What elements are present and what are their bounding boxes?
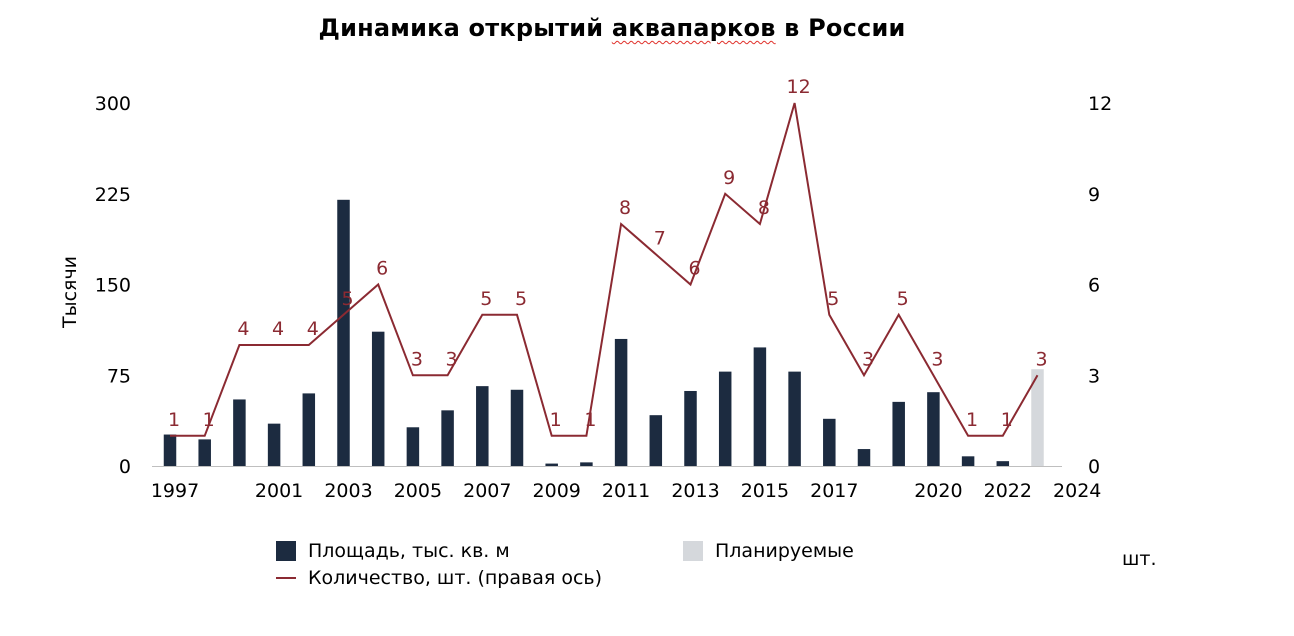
left-tick-0: 0 (119, 456, 131, 478)
count-label-2012: 6 (688, 258, 700, 280)
legend-swatch-planned (683, 541, 703, 561)
legend-label-planned: Планируемые (715, 540, 854, 562)
count-label-2005: 3 (446, 348, 458, 370)
count-label-1999: 4 (237, 318, 249, 340)
legend-item-planned: Планируемые (683, 540, 854, 562)
bar-area-2004 (406, 427, 420, 466)
x-tick-2005: 2005 (394, 480, 442, 502)
count-label-2004: 3 (411, 348, 423, 370)
left-tick-225: 225 (95, 184, 131, 206)
bar-area-2006 (476, 386, 489, 466)
unit-note: шт. (1122, 548, 1157, 570)
bar-area-2015 (788, 371, 801, 466)
count-label-2014: 8 (758, 197, 770, 219)
right-tick-3: 3 (1088, 365, 1100, 387)
count-label-2016: 5 (827, 288, 839, 310)
count-label-2009: 1 (584, 409, 596, 431)
legend-swatch-count (276, 577, 296, 579)
count-label-2021: 1 (1001, 409, 1013, 431)
bar-area-2005 (441, 410, 454, 466)
bar-area-2018 (892, 401, 905, 466)
chart-title: Динамика открытий аквапарков в России (0, 14, 1224, 42)
count-label-2000: 4 (272, 318, 284, 340)
legend-label-area: Площадь, тыс. кв. м (308, 540, 510, 562)
title-part-3: в России (775, 14, 906, 42)
x-tick-2013: 2013 (671, 480, 719, 502)
right-tick-9: 9 (1088, 184, 1100, 206)
left-tick-150: 150 (95, 275, 131, 297)
x-tick-2011: 2011 (602, 480, 650, 502)
bar-planned-2022 (1031, 369, 1044, 466)
bar-area-2003 (371, 331, 385, 466)
count-label-2022: 3 (1035, 348, 1047, 370)
bar-area-2011 (649, 415, 663, 466)
legend-item-area: Площадь, тыс. кв. м (276, 540, 510, 562)
title-part-1: Динамика открытий (318, 14, 612, 42)
right-tick-6: 6 (1088, 275, 1100, 297)
count-label-2001: 4 (307, 318, 319, 340)
x-tick-2015: 2015 (741, 480, 789, 502)
count-label-2007: 5 (515, 288, 527, 310)
bar-area-2021 (996, 461, 1010, 466)
legend-item-count: Количество, шт. (правая ось) (276, 567, 602, 589)
left-tick-300: 300 (95, 93, 131, 115)
x-tick-2024: 2024 (1053, 480, 1101, 502)
bar-area-2017 (857, 449, 871, 466)
bar-area-2010 (614, 338, 628, 466)
bar-area-1997 (163, 434, 177, 466)
count-label-2019: 3 (931, 348, 943, 370)
bar-area-2001 (302, 393, 316, 466)
x-tick-2009: 2009 (533, 480, 581, 502)
x-tick-2017: 2017 (810, 480, 858, 502)
bar-area-1998 (198, 439, 211, 466)
x-tick-2003: 2003 (324, 480, 372, 502)
bar-area-2013 (718, 371, 732, 466)
count-label-2017: 3 (862, 348, 874, 370)
x-tick-2020: 2020 (914, 480, 962, 502)
x-tick-2001: 2001 (255, 480, 303, 502)
title-part-2-misspelled: аквапарков (611, 14, 776, 42)
count-label-2020: 1 (966, 409, 978, 431)
right-tick-0: 0 (1088, 456, 1100, 478)
count-label-2008: 1 (550, 409, 562, 431)
count-label-2003: 6 (376, 258, 388, 280)
x-tick-1997: 1997 (151, 480, 199, 502)
bar-area-2007 (510, 389, 524, 466)
bar-area-2016 (823, 418, 836, 466)
bar-area-2012 (684, 390, 697, 466)
x-tick-2022: 2022 (984, 480, 1032, 502)
count-label-2006: 5 (480, 288, 492, 310)
count-label-2010: 8 (619, 197, 631, 219)
count-label-2013: 9 (723, 167, 735, 189)
bar-area-2019 (927, 392, 940, 466)
bar-area-2002 (337, 199, 350, 467)
count-label-1998: 1 (203, 409, 215, 431)
count-line (170, 102, 1039, 437)
left-tick-75: 75 (107, 365, 131, 387)
bar-area-2020 (961, 456, 975, 466)
bar-area-2000 (267, 423, 281, 466)
bar-area-1999 (233, 399, 246, 466)
right-tick-12: 12 (1088, 93, 1112, 115)
bar-area-2008 (545, 463, 558, 466)
bar-area-2014 (753, 347, 767, 466)
x-tick-2007: 2007 (463, 480, 511, 502)
legend-label-count: Количество, шт. (правая ось) (308, 567, 602, 589)
legend-swatch-area (276, 541, 296, 561)
count-label-2018: 5 (897, 288, 909, 310)
left-axis-label: Тысячи (59, 255, 81, 329)
bar-area-2009 (580, 462, 593, 466)
count-label-1997: 1 (168, 409, 180, 431)
count-label-2002: 5 (341, 288, 353, 310)
count-label-2015: 12 (787, 76, 811, 98)
count-label-2011: 7 (654, 227, 666, 249)
